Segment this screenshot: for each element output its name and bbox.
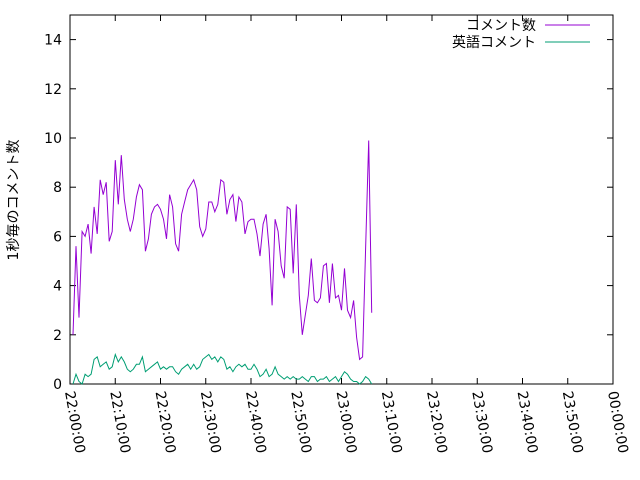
y-tick-label: 0 — [53, 377, 62, 393]
x-tick-label: 22:30:00 — [197, 390, 224, 455]
y-tick-label: 6 — [53, 229, 62, 245]
y-tick-label: 4 — [53, 279, 62, 295]
y-tick-label: 14 — [44, 33, 62, 49]
plot-frame — [69, 14, 614, 385]
y-tick-label: 12 — [44, 82, 62, 98]
x-tick-label: 23:40:00 — [514, 390, 541, 455]
x-tick-label: 22:10:00 — [106, 390, 133, 455]
y-axis: 0 2 4 6 8 10 12 14 — [44, 33, 613, 393]
series-line — [72, 352, 373, 385]
y-axis-label: 1秒毎のコメント数 — [6, 140, 22, 261]
series-line — [72, 140, 373, 361]
x-tick-label: 22:40:00 — [242, 390, 269, 455]
x-tick-label: 23:30:00 — [468, 390, 495, 455]
y-tick-label: 2 — [53, 328, 62, 344]
x-tick-label: 22:50:00 — [287, 390, 314, 455]
y-tick-label: 8 — [53, 180, 62, 196]
x-tick-label: 22:00:00 — [61, 390, 88, 455]
legend-label: 英語コメント — [452, 34, 536, 51]
series-lines — [72, 140, 373, 385]
x-tick-label: 00:00:00 — [604, 390, 631, 455]
x-tick-label: 23:10:00 — [378, 390, 405, 455]
x-tick-label: 23:50:00 — [559, 390, 586, 455]
x-tick-label: 22:20:00 — [152, 390, 179, 455]
x-tick-label: 23:20:00 — [423, 390, 450, 455]
legend-label: コメント数 — [466, 18, 536, 34]
x-tick-label: 23:00:00 — [333, 390, 360, 455]
y-tick-label: 10 — [44, 131, 62, 147]
x-axis: 22:00:00 22:10:00 22:20:00 22:30:00 22:40:00… — [61, 15, 631, 455]
